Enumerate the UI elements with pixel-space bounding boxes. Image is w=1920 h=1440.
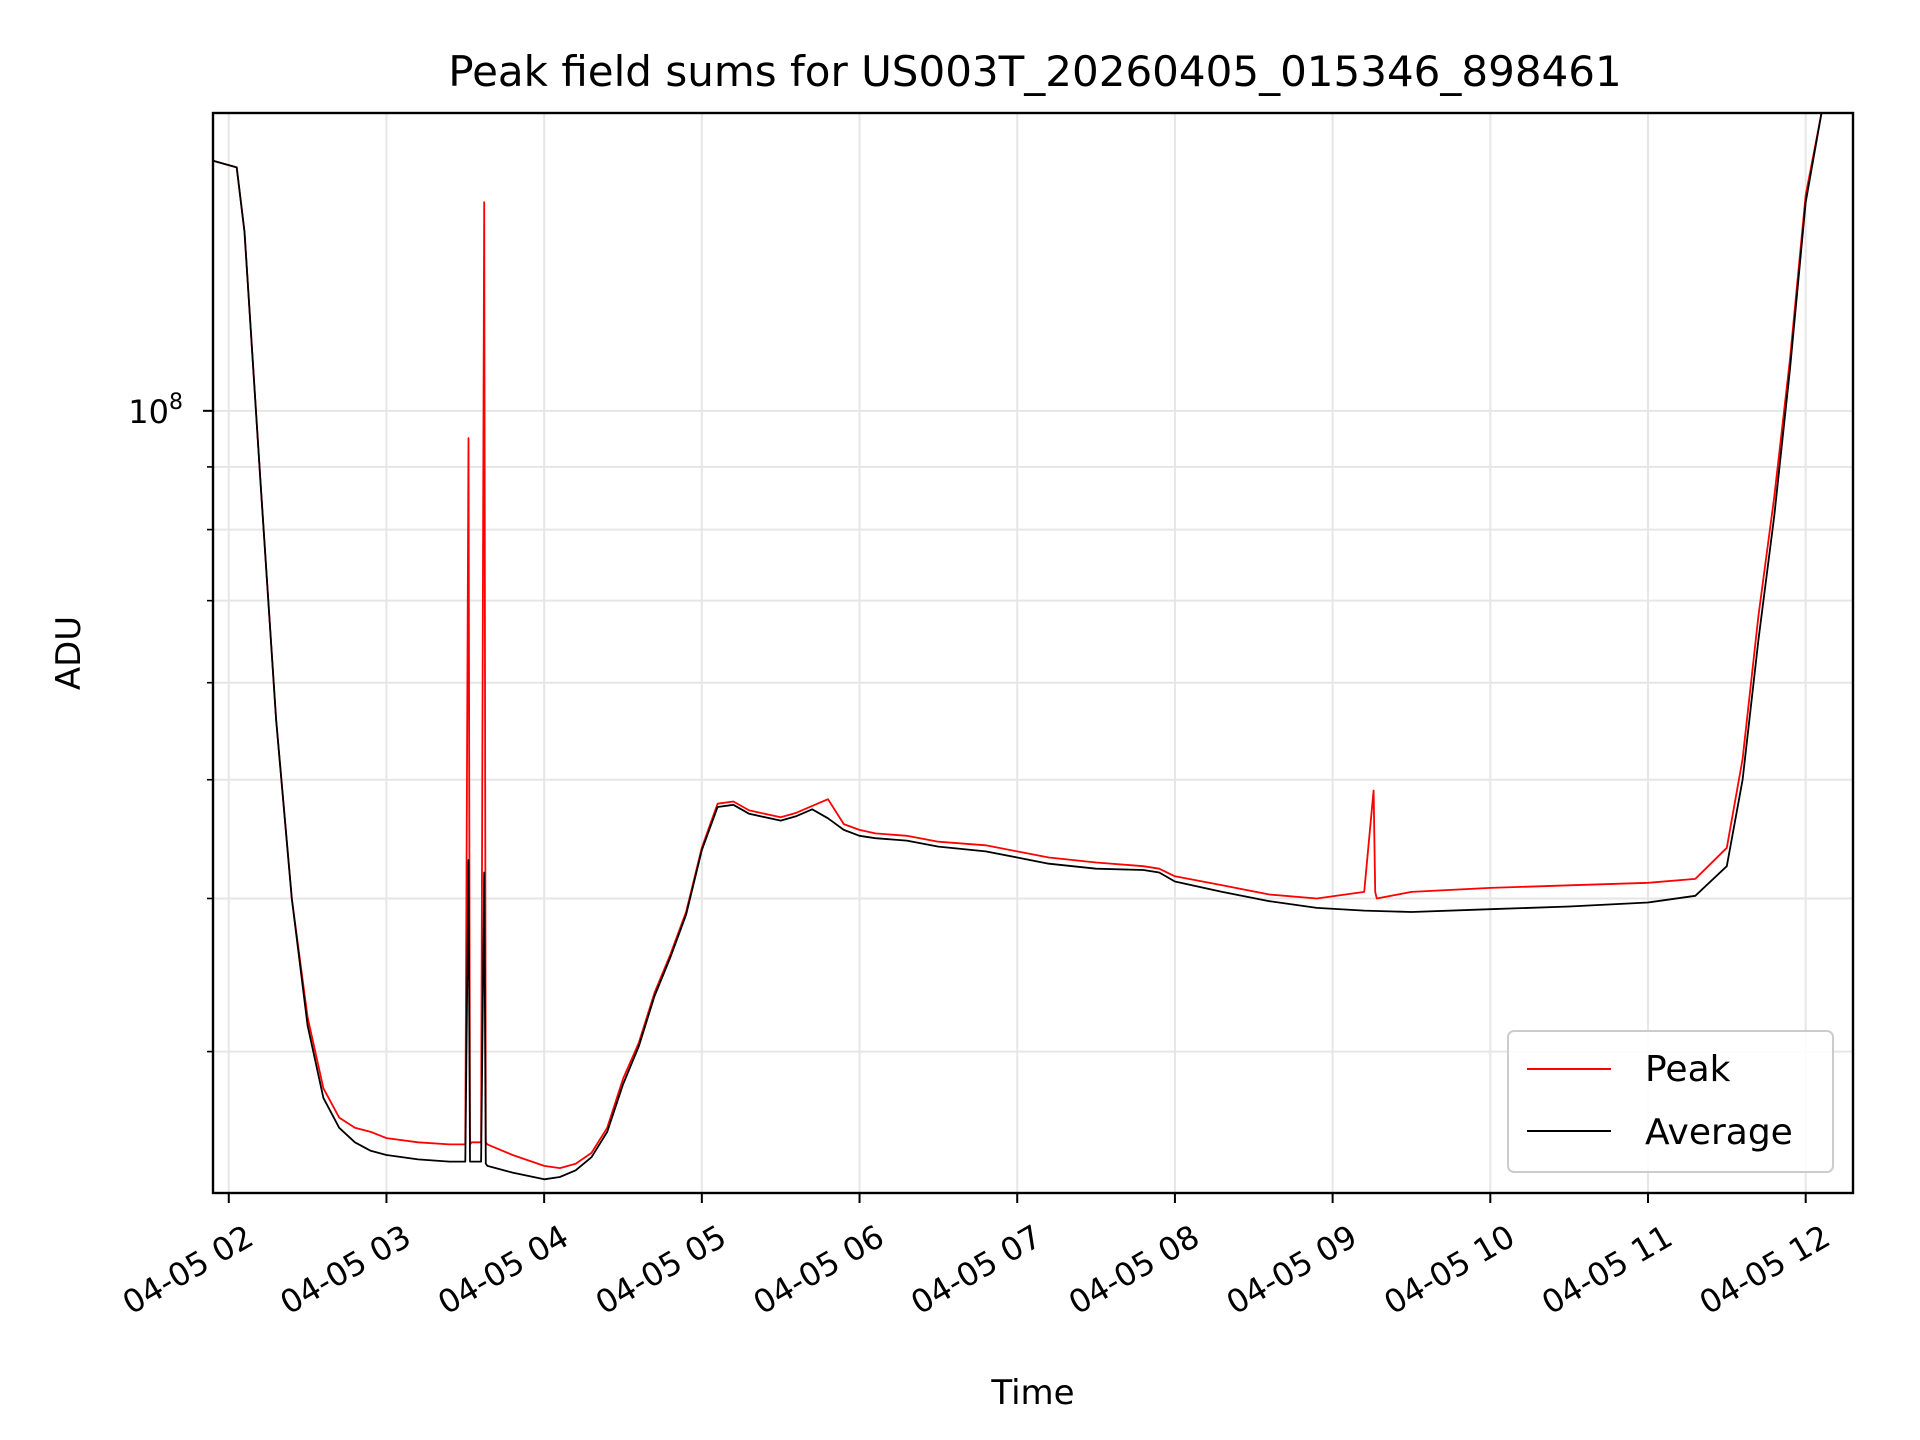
x-axis-label: Time [990, 1373, 1074, 1413]
series-line-peak [212, 112, 1823, 1169]
legend-average-label: Average [1645, 1112, 1793, 1153]
series-line-average [212, 112, 1823, 1181]
legend: Peak Average [1507, 1030, 1834, 1173]
legend-peak-label: Peak [1645, 1049, 1731, 1090]
y-tick-label: 108 [128, 390, 183, 431]
plot-frame [211, 111, 1855, 1195]
chart-title: Peak field sums for US003T_20260405_0153… [448, 47, 1621, 96]
series-layer [212, 112, 1823, 1181]
y-axis-label: ADU [49, 616, 89, 690]
legend-box [1507, 1030, 1834, 1173]
